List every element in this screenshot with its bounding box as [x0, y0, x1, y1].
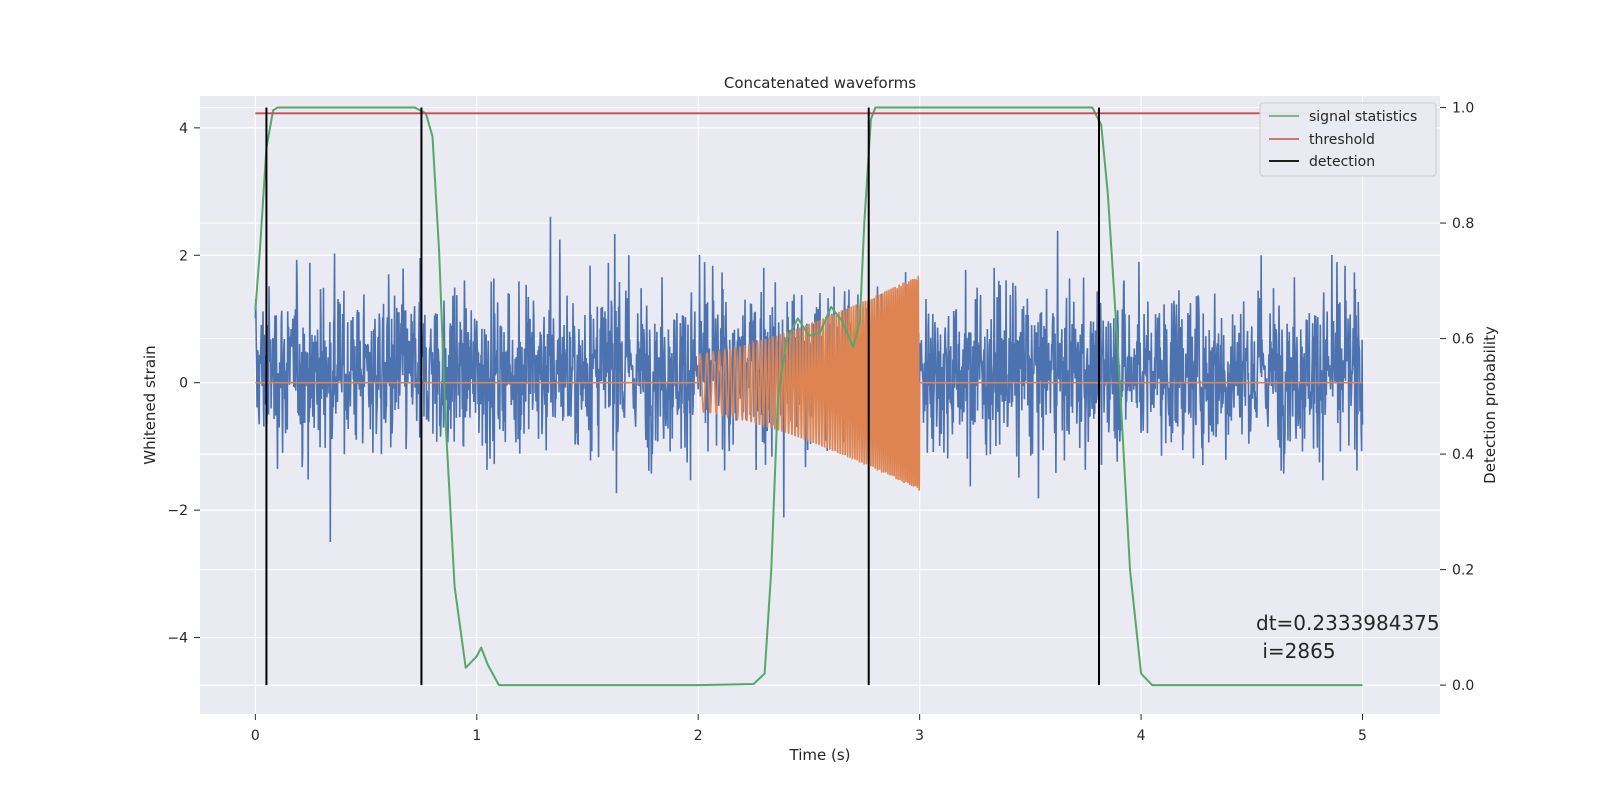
- statistics-layer: [254, 106, 1363, 687]
- chart-title: Concatenated waveforms: [724, 74, 916, 92]
- y-tick-label-right: 1.0: [1452, 101, 1474, 117]
- x-tick-label: 1: [472, 728, 481, 744]
- x-tick-label: 4: [1137, 728, 1146, 744]
- y-tick-label-right: 0.6: [1452, 332, 1474, 348]
- signal-statistics-line: [254, 106, 1363, 687]
- y-tick-label-left: 2: [179, 248, 188, 264]
- y-tick-label-left: −2: [167, 503, 188, 519]
- legend-label-threshold: threshold: [1309, 132, 1375, 148]
- y-tick-label-left: 0: [179, 376, 188, 392]
- y-tick-label-right: 0.0: [1452, 678, 1474, 694]
- annotation-i: i=2865: [1256, 639, 1336, 663]
- x-tick-label: 0: [251, 728, 260, 744]
- x-tick-label: 3: [915, 728, 924, 744]
- x-axis-label: Time (s): [789, 746, 851, 764]
- y-tick-label-right: 0.8: [1452, 216, 1474, 232]
- noise-trace: [254, 216, 1364, 542]
- y-tick-label-left: 4: [179, 121, 188, 137]
- x-tick-label: 2: [694, 728, 703, 744]
- y-tick-label-right: 0.4: [1452, 447, 1474, 463]
- chirp-trace: [255, 275, 1363, 491]
- y-axis-label-left: Whitened strain: [141, 345, 159, 464]
- legend-label-signal-statistics: signal statistics: [1309, 109, 1417, 125]
- ticks-layer: 0 1 2 3 4 5 −4 −2 0 2 4 0.0 0.2 0.4 0.6 0.8 1.0: [167, 101, 1474, 744]
- y-axis-label-right: Detection probability: [1481, 326, 1499, 484]
- legend-box: [1259, 102, 1437, 177]
- legend-label-detection: detection: [1309, 154, 1375, 170]
- legend: signal statistics threshold detection: [1259, 102, 1437, 177]
- x-tick-label: 5: [1358, 728, 1367, 744]
- y-tick-label-left: −4: [167, 631, 188, 647]
- y-tick-label-right: 0.2: [1452, 563, 1474, 579]
- annotation-dt: dt=0.2333984375: [1256, 611, 1440, 635]
